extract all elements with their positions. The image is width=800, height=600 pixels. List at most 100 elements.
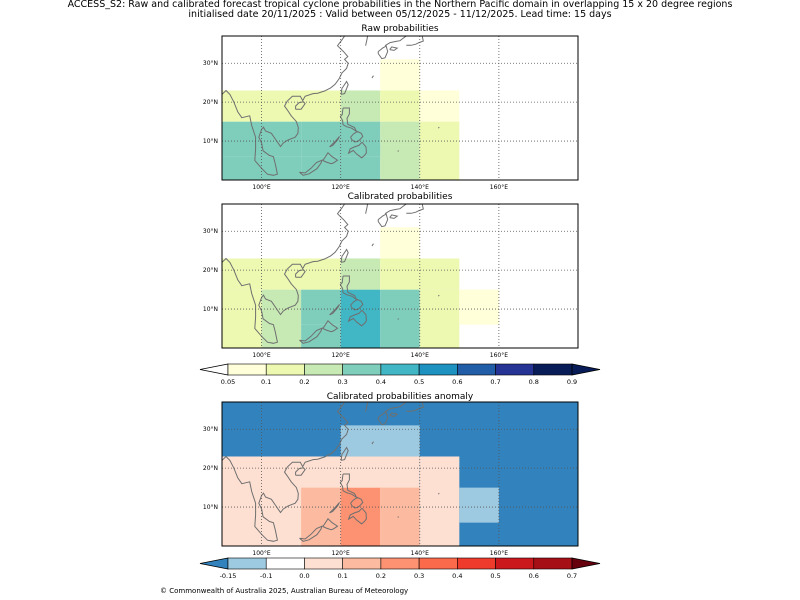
heatmap-cell (380, 121, 420, 145)
gridlines (222, 402, 578, 546)
map-frame (221, 401, 579, 547)
heatmap-cell (222, 258, 341, 290)
colorbar-anom-tick-label: 0.2 (376, 572, 386, 580)
colorbar-anom-swatch (304, 557, 343, 570)
coastline (437, 492, 440, 495)
heatmap-cell (340, 289, 381, 348)
colorbar-prob-tick-label: 0.2 (299, 378, 309, 386)
panel-title-calibrated: Calibrated probabilities (347, 192, 453, 202)
coastline (322, 152, 339, 165)
coastline (377, 45, 389, 60)
heatmap-cell (340, 425, 420, 457)
colorbar-prob-tick-label: 0.05 (221, 378, 235, 386)
tick-label-lon: 160°E (490, 184, 508, 191)
colorbar-prob-tick-label: 0.7 (490, 378, 500, 386)
colorbar-anom-tick-label: 0.5 (490, 572, 500, 580)
colorbar-anom-swatch (533, 557, 573, 570)
tick-label-lat: 20°N (203, 267, 218, 274)
colorbar-anom-tick-label: 0.7 (567, 572, 577, 580)
tick-label-lon: 140°E (411, 352, 429, 359)
panel-title-anomaly: Calibrated probabilities anomaly (326, 392, 474, 402)
heatmap-cell (301, 487, 341, 546)
colorbar-prob-tick-label: 0.5 (414, 378, 424, 386)
tick-label-lat: 20°N (203, 465, 218, 472)
heatmap-cell (340, 90, 381, 122)
coastline (406, 402, 424, 412)
colorbar-prob-tick-label: 0.3 (337, 378, 347, 386)
coastline (365, 204, 369, 214)
colorbar-prob-tick-label: 0.1 (261, 378, 271, 386)
map-frame (221, 203, 579, 349)
colorbar-anom-swatch (227, 557, 267, 570)
colorbar-anom-extend-max (571, 557, 601, 570)
coastline (299, 327, 323, 344)
coastline (329, 304, 340, 316)
heatmap-cell (459, 487, 499, 523)
coastline (350, 130, 364, 143)
colorbar-anom-swatch (265, 557, 305, 570)
coastline (347, 507, 367, 525)
tick-label-lon: 140°E (411, 550, 429, 557)
coastline (377, 411, 389, 426)
coastline (384, 36, 407, 47)
colorbar-prob-tick-label: 0.4 (376, 378, 386, 386)
heatmap-cell (380, 144, 420, 180)
coastline (384, 204, 407, 215)
coastline (365, 402, 369, 412)
heatmap-cell (340, 487, 381, 546)
coastline (437, 126, 440, 129)
figure-title-line1: ACCESS_S2: Raw and calibrated forecast t… (67, 0, 733, 10)
colorbar-anom-swatch (380, 557, 420, 570)
colorbar-prob-tick-label: 0.8 (529, 378, 539, 386)
colorbar-anom-swatch (457, 557, 496, 570)
map-cells (222, 59, 460, 180)
heatmap-cell (419, 144, 460, 180)
tick-label-lat: 30°N (203, 426, 218, 433)
heatmap-cell (419, 121, 460, 145)
heatmap-cell (261, 487, 302, 546)
colorbar-anom-tick-label: 0.1 (337, 572, 347, 580)
coastline (322, 518, 339, 531)
coastline (322, 320, 339, 333)
coastline (329, 136, 340, 148)
coastline (406, 36, 424, 46)
coastline (299, 159, 323, 176)
tick-label-lon: 140°E (411, 184, 429, 191)
gridlines (222, 36, 578, 180)
tick-label-lon: 160°E (490, 550, 508, 557)
coastline (299, 525, 323, 542)
colorbar-anom-swatch (342, 557, 382, 570)
coastlines (222, 204, 440, 344)
colorbar-anom-swatch (418, 557, 458, 570)
coastline (406, 204, 424, 214)
coastline (329, 502, 340, 514)
coastline (350, 298, 364, 311)
heatmap-cell (301, 289, 341, 325)
coastline (350, 496, 364, 509)
heatmap-cell (380, 227, 420, 259)
tick-label-lat: 20°N (203, 99, 218, 106)
coastline (347, 141, 367, 159)
gridlines (222, 204, 578, 348)
heatmap-cell (301, 324, 341, 348)
heatmap-cell (261, 289, 302, 348)
colorbar-anom-tick-label: 0.3 (414, 572, 424, 580)
colorbar-anom-tick-label: -0.15 (220, 572, 237, 580)
heatmap-cell (340, 456, 381, 488)
coastline (384, 402, 407, 413)
heatmap-cell (419, 289, 460, 348)
map-frame (221, 35, 579, 181)
heatmap-cell (380, 90, 420, 122)
tick-label-lat: 10°N (203, 504, 218, 511)
coastline (340, 446, 349, 461)
tick-label-lat: 10°N (203, 138, 218, 145)
coastline (340, 248, 349, 263)
tick-label-lat: 30°N (203, 228, 218, 235)
tick-label-lon: 120°E (332, 550, 350, 557)
panel-title-raw: Raw probabilities (361, 24, 439, 34)
colorbar-prob-tick-label: 0.6 (452, 378, 462, 386)
colorbar-anom-tick-label: 0.4 (452, 572, 462, 580)
